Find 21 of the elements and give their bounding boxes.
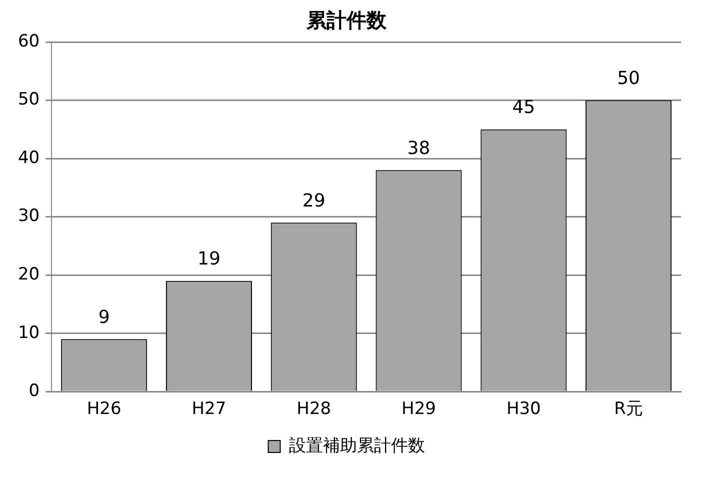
chart-title: 累計件数 (306, 8, 388, 32)
data-label: 50 (617, 68, 640, 89)
y-tick-label: 60 (18, 31, 40, 52)
data-label: 38 (407, 138, 430, 159)
data-label: 9 (98, 306, 110, 328)
y-tick-label: 20 (18, 264, 40, 284)
data-label: 19 (198, 248, 220, 270)
y-tick-label: 30 (18, 206, 40, 226)
data-label: 45 (512, 97, 536, 118)
y-tick-label: 0 (28, 381, 40, 402)
y-tick-label: 40 (18, 148, 40, 168)
y-tick-label: 50 (18, 90, 40, 110)
x-tick-label: H28 (296, 399, 332, 420)
y-tick-label: 10 (18, 322, 40, 343)
data-label: 29 (302, 190, 326, 212)
x-tick-label: H27 (192, 399, 226, 420)
x-tick-label: H26 (86, 399, 122, 420)
x-tick-label: H30 (506, 399, 541, 420)
x-tick-label: H29 (402, 399, 436, 420)
x-tick-label: R元 (614, 399, 643, 420)
legend-label: 設置補助累計件数 (288, 436, 425, 456)
